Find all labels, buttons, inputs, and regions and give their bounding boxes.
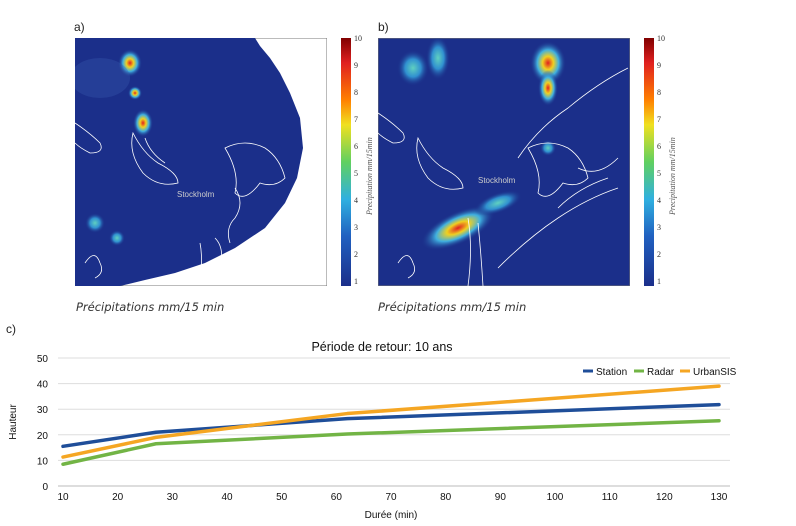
radar-map-a: Stockholm bbox=[75, 38, 327, 286]
panel-a-caption: Précipitations mm/15 min bbox=[76, 300, 225, 314]
cb-tick: 3 bbox=[354, 223, 358, 232]
x-tick-label: 100 bbox=[547, 492, 564, 503]
cb-tick: 2 bbox=[657, 250, 661, 259]
city-label-a: Stockholm bbox=[177, 190, 215, 199]
legend-label: Station bbox=[596, 367, 627, 378]
y-tick-label: 10 bbox=[37, 456, 49, 467]
cb-tick: 9 bbox=[354, 61, 358, 70]
colorbar-b-title: Precipitation mm/15min bbox=[668, 137, 677, 215]
y-tick-label: 50 bbox=[37, 354, 49, 365]
y-tick-label: 0 bbox=[42, 482, 48, 493]
radar-coverage bbox=[75, 38, 303, 286]
panel-b-caption: Précipitations mm/15 min bbox=[378, 300, 527, 314]
cb-tick: 4 bbox=[657, 196, 661, 205]
x-tick-label: 50 bbox=[276, 492, 288, 503]
legend-label: Radar bbox=[647, 367, 675, 378]
x-tick-label: 30 bbox=[167, 492, 179, 503]
cb-tick: 1 bbox=[354, 277, 358, 286]
x-tick-label: 80 bbox=[440, 492, 452, 503]
series-line-radar bbox=[61, 418, 721, 466]
x-tick-label: 120 bbox=[656, 492, 673, 503]
panel-b-label: b) bbox=[378, 20, 389, 34]
cb-tick: 2 bbox=[354, 250, 358, 259]
x-tick-label: 90 bbox=[495, 492, 507, 503]
x-axis-label: Durée (min) bbox=[365, 510, 418, 521]
x-tick-label: 20 bbox=[112, 492, 124, 503]
city-label-b: Stockholm bbox=[478, 176, 516, 185]
cb-tick: 7 bbox=[657, 115, 661, 124]
cb-tick: 6 bbox=[657, 142, 661, 151]
radar-map-b: Stockholm bbox=[378, 38, 630, 286]
x-tick-label: 70 bbox=[385, 492, 397, 503]
line-chart: 0 10 20 30 40 50 10 20 30 40 50 60 70 80 90 100 110 120 13… bbox=[8, 354, 737, 521]
cb-tick: 6 bbox=[354, 142, 358, 151]
x-tick-label: 60 bbox=[331, 492, 343, 503]
cb-tick: 5 bbox=[354, 169, 358, 178]
cb-tick: 1 bbox=[657, 277, 661, 286]
cb-tick: 5 bbox=[657, 169, 661, 178]
x-tick-label: 130 bbox=[711, 492, 728, 503]
colorbar-a-ticks: 10 9 8 7 6 5 4 3 2 1 bbox=[354, 34, 362, 286]
panel-a-label: a) bbox=[74, 20, 85, 34]
cb-tick: 8 bbox=[657, 88, 661, 97]
y-tick-label: 30 bbox=[37, 405, 49, 416]
chart-title: Période de retour: 10 ans bbox=[0, 340, 796, 354]
x-tick-label: 40 bbox=[221, 492, 233, 503]
colorbar-b bbox=[644, 38, 654, 286]
cb-tick: 7 bbox=[354, 115, 358, 124]
y-tick-label: 40 bbox=[37, 380, 49, 391]
panel-c-label: c) bbox=[6, 322, 16, 336]
chart-title-text: Période de retour: 10 ans bbox=[311, 340, 453, 354]
series-line-urbansis bbox=[61, 384, 721, 459]
y-axis-label: Hauteur bbox=[8, 404, 19, 440]
x-tick-label: 110 bbox=[602, 492, 618, 503]
cb-tick: 9 bbox=[657, 61, 661, 70]
coastline bbox=[378, 67, 629, 286]
cb-tick: 10 bbox=[657, 34, 665, 43]
cb-tick: 10 bbox=[354, 34, 362, 43]
legend-label: UrbanSIS bbox=[693, 367, 737, 378]
cb-tick: 3 bbox=[657, 223, 661, 232]
cb-tick: 8 bbox=[354, 88, 358, 97]
colorbar-a bbox=[341, 38, 351, 286]
y-tick-label: 20 bbox=[37, 431, 49, 442]
colorbar-a-title: Precipitation mm/15min bbox=[365, 137, 374, 215]
colorbar-b-ticks: 10 9 8 7 6 5 4 3 2 1 bbox=[657, 34, 665, 286]
x-tick-label: 10 bbox=[57, 492, 69, 503]
cb-tick: 4 bbox=[354, 196, 358, 205]
coastline bbox=[75, 122, 286, 279]
